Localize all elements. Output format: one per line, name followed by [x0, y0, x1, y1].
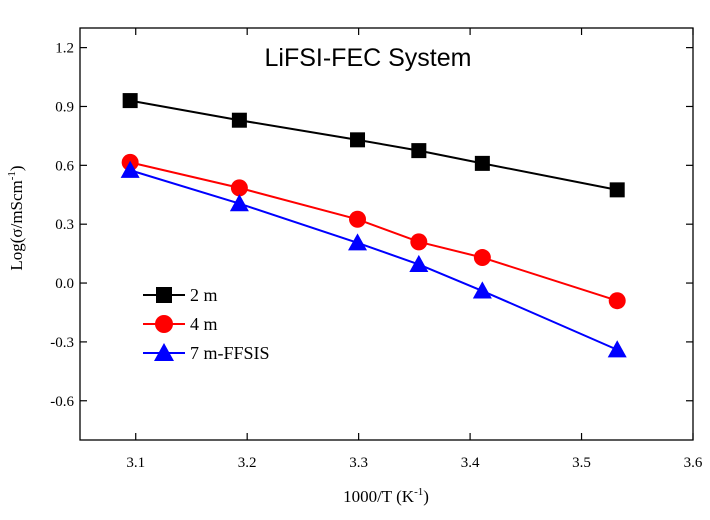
data-point — [474, 155, 490, 171]
y-axis-title-end: ) — [7, 165, 26, 171]
data-point — [473, 249, 491, 267]
series-line — [129, 99, 618, 191]
legend-marker — [156, 287, 172, 303]
data-point — [472, 281, 492, 299]
x-axis-ticks: 3.1 3.2 3.3 3.4 3.5 3.6 — [126, 28, 703, 471]
legend-marker — [155, 315, 173, 333]
data-point — [411, 143, 427, 159]
legend-label: 7 m-FFSIS — [190, 343, 270, 363]
y-axis-title-main: Log(σ/mScm — [7, 180, 26, 270]
y-axis-title: Log(σ/mScm-1) — [6, 165, 26, 270]
x-tick-label: 3.4 — [461, 455, 480, 471]
plot-frame — [79, 27, 694, 441]
series-triangle — [120, 160, 627, 358]
data-point — [120, 160, 140, 178]
y-tick-label: 1.2 — [55, 41, 74, 57]
legend-label: 4 m — [190, 314, 218, 334]
data-point — [122, 93, 138, 109]
data-point — [230, 179, 248, 197]
x-axis-title-main: 1000/T (K — [343, 487, 415, 506]
data-point — [348, 233, 368, 251]
data-point — [350, 132, 366, 148]
series-circle — [121, 153, 626, 310]
legend-marker — [154, 343, 174, 361]
y-axis-title-sup: -1 — [6, 171, 18, 180]
legend-item: 2 m — [143, 285, 218, 305]
y-tick-label: -0.6 — [50, 394, 74, 410]
y-tick-label: 0.6 — [55, 158, 74, 174]
x-tick-label: 3.5 — [572, 455, 591, 471]
y-tick-label: 0.0 — [55, 276, 74, 292]
series-line — [129, 161, 618, 302]
y-tick-label: -0.3 — [50, 335, 74, 351]
series-layer — [120, 93, 627, 358]
x-axis-title-end: ) — [423, 487, 429, 506]
series-line — [129, 169, 618, 351]
series-square — [122, 93, 625, 198]
legend: 2 m 4 m 7 m-FFSIS — [143, 285, 270, 363]
data-point — [410, 233, 428, 251]
x-axis-title: 1000/T (K-1) — [343, 486, 429, 506]
y-tick-label: 0.9 — [55, 99, 74, 115]
legend-item: 4 m — [143, 314, 218, 334]
x-tick-label: 3.2 — [238, 455, 257, 471]
data-point — [229, 194, 249, 212]
legend-item: 7 m-FFSIS — [143, 343, 270, 363]
x-tick-label: 3.6 — [684, 455, 703, 471]
data-point — [607, 340, 627, 358]
x-tick-label: 3.3 — [349, 455, 368, 471]
y-tick-label: 0.3 — [55, 217, 74, 233]
data-point — [231, 112, 247, 128]
data-point — [608, 292, 626, 310]
data-point — [609, 182, 625, 198]
chart-title: LiFSI-FEC System — [265, 44, 472, 72]
legend-label: 2 m — [190, 285, 218, 305]
data-point — [409, 254, 429, 273]
x-tick-label: 3.1 — [126, 455, 145, 471]
data-point — [349, 210, 367, 228]
y-axis-ticks: 1.2 0.9 0.6 0.3 0.0 -0.3 -0.6 — [50, 41, 693, 410]
x-axis-title-sup: -1 — [414, 486, 423, 498]
